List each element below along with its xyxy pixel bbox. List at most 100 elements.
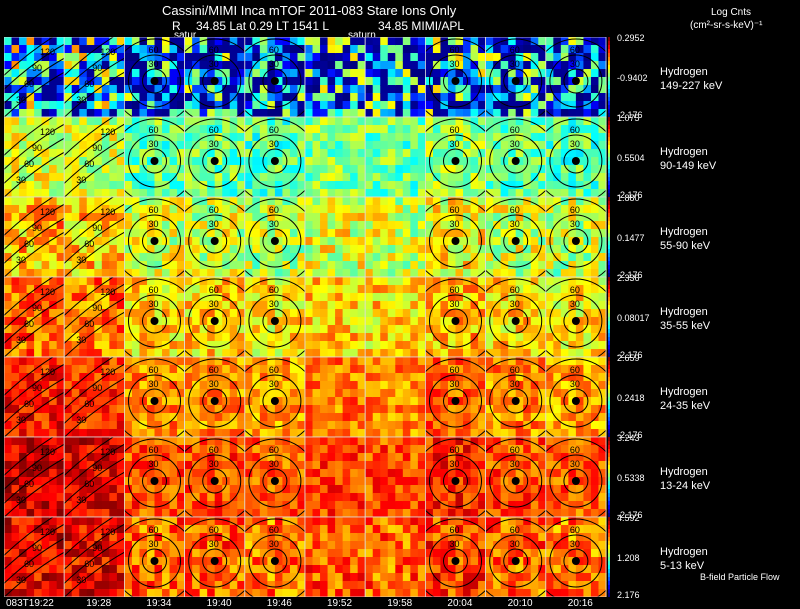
pixel: [71, 293, 80, 302]
plot-title: Cassini/MIMI Inca mTOF 2011-083 Stare Io…: [162, 3, 457, 18]
pixel: [26, 469, 35, 478]
pixel: [305, 389, 314, 398]
contour-label: 30: [16, 175, 26, 185]
colorbar-step: [608, 181, 610, 186]
pixel: [139, 317, 148, 326]
pixel: [274, 429, 284, 438]
pixel: [530, 77, 539, 86]
pixel: [101, 477, 110, 486]
pixel: [56, 445, 65, 454]
pixel: [259, 173, 268, 182]
pixel: [282, 149, 291, 158]
pixel: [440, 157, 449, 166]
pixel: [94, 141, 103, 150]
pixel: [575, 189, 585, 198]
pixel: [56, 293, 65, 302]
pixel: [169, 245, 178, 254]
pixel: [11, 133, 20, 142]
pixel: [493, 365, 502, 374]
pixel: [207, 189, 216, 198]
pixel: [19, 285, 28, 294]
pixel: [26, 53, 35, 62]
colorbar-step: [608, 121, 610, 126]
pixel: [86, 341, 95, 350]
pixel: [493, 285, 502, 294]
pixel: [49, 493, 58, 502]
pixel: [244, 493, 253, 502]
pixel: [124, 373, 133, 382]
pixel: [79, 141, 88, 150]
pixel: [116, 133, 126, 142]
pixel: [162, 405, 171, 414]
pixel: [380, 245, 389, 254]
pixel: [19, 189, 28, 198]
pixel: [199, 301, 208, 310]
pixel: [154, 325, 163, 334]
pixel: [184, 453, 193, 462]
contour-line: [4, 297, 65, 345]
contour-ring: [485, 118, 546, 197]
pixel: [214, 237, 223, 246]
contour-ring: [142, 468, 167, 494]
contour-label: 30: [570, 139, 580, 149]
colorbar-step: [608, 169, 610, 174]
pixel: [199, 61, 208, 70]
contour-label: 30: [16, 255, 26, 265]
pixel: [267, 309, 276, 318]
pixel: [101, 109, 110, 118]
pixel: [184, 365, 193, 374]
pixel: [515, 245, 524, 254]
pixel: [214, 285, 223, 294]
pixel: [244, 365, 253, 374]
pixel: [71, 125, 80, 134]
pixel: [395, 405, 404, 414]
contour-line: [64, 43, 125, 91]
pixel: [274, 469, 284, 478]
pixel: [4, 253, 13, 262]
pixel: [553, 133, 562, 142]
pixel: [523, 421, 532, 430]
pixel: [515, 413, 524, 422]
pixel: [71, 445, 80, 454]
pixel: [455, 37, 464, 46]
pixel: [447, 101, 457, 110]
pixel: [282, 381, 291, 390]
pixel: [41, 141, 50, 150]
pixel: [470, 373, 479, 382]
pixel: [357, 317, 366, 326]
pixel: [500, 125, 509, 134]
pixel: [71, 173, 80, 182]
pixel: [192, 157, 201, 166]
colorbar-step: [608, 237, 610, 242]
pixel: [342, 413, 351, 422]
pixel: [560, 357, 569, 366]
pixel: [508, 197, 517, 206]
pixel: [222, 245, 231, 254]
pixel: [365, 189, 374, 198]
pixel: [146, 37, 156, 46]
pixel: [4, 325, 13, 334]
pixel: [530, 317, 539, 326]
pixel: [530, 309, 539, 318]
pixel: [372, 53, 381, 62]
pixel: [538, 365, 547, 374]
pixel: [545, 85, 554, 94]
pixel: [222, 413, 231, 422]
pixel: [440, 165, 449, 174]
pixel: [312, 261, 321, 270]
pixel: [297, 477, 306, 486]
pixel: [79, 101, 88, 110]
pixel: [146, 309, 156, 318]
pixel: [320, 317, 329, 326]
pixel: [312, 141, 321, 150]
pixel: [350, 101, 359, 110]
pixel: [252, 317, 261, 326]
pixel: [207, 381, 216, 390]
pixel: [229, 269, 238, 278]
pixel: [56, 453, 65, 462]
pixel: [237, 157, 246, 166]
pixel: [94, 269, 103, 278]
pixel: [229, 405, 238, 414]
